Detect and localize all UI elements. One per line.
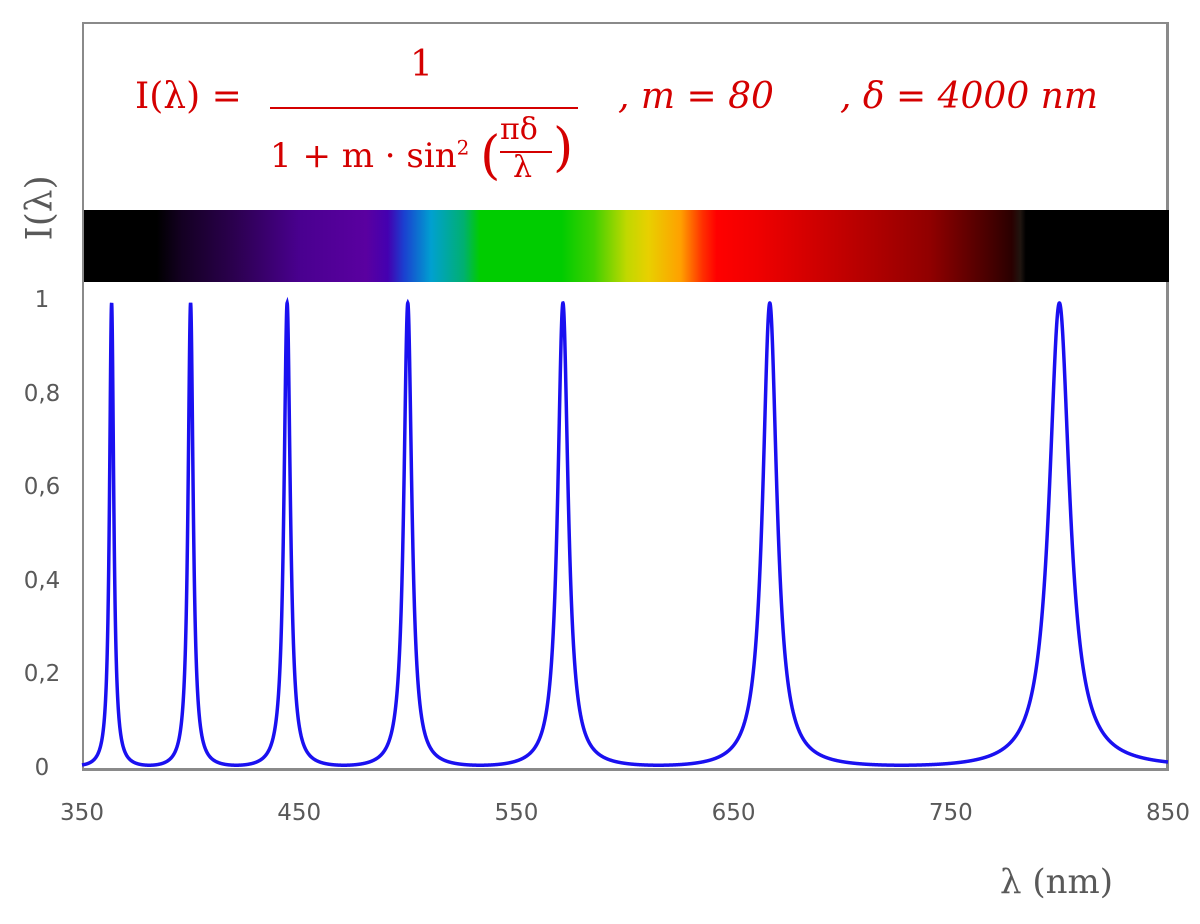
y-tick-label: 0,4 <box>23 567 61 594</box>
formula-param-delta: , δ = 4000 nm <box>840 76 1098 117</box>
x-tick-label: 850 <box>1146 800 1190 826</box>
formula-exponent: 2 <box>456 135 470 160</box>
y-tick-label: 0,2 <box>23 661 61 688</box>
x-tick-label: 350 <box>60 800 104 826</box>
formula-inner-denominator: λ <box>513 150 533 185</box>
x-tick-label: 450 <box>277 800 322 826</box>
formula-inner-bar <box>500 151 552 153</box>
x-tick-label: 750 <box>928 800 973 826</box>
formula-denominator: 1 + m · sin2 ( <box>270 126 500 186</box>
visible-spectrum-band <box>84 210 1169 282</box>
x-axis-label: λ (nm) <box>1000 862 1114 902</box>
y-tick-label: 1 <box>34 287 50 313</box>
formula-fraction-bar <box>270 107 578 109</box>
formula-numerator: 1 <box>410 44 433 85</box>
formula-denominator-prefix: 1 + m · sin <box>270 136 457 176</box>
formula-paren-open: ( <box>480 126 501 186</box>
x-tick-label: 650 <box>711 800 756 826</box>
x-tick-label: 550 <box>494 800 539 826</box>
y-tick-label: 0 <box>34 755 50 781</box>
plot-frame <box>82 22 1169 771</box>
intensity-curve <box>81 296 1169 767</box>
formula-paren-close: ) <box>553 118 574 178</box>
y-tick-label: 0,6 <box>23 474 61 501</box>
formula-inner-numerator: πδ <box>500 112 538 147</box>
formula-param-m: , m = 80 <box>618 76 774 117</box>
y-tick-label: 0,8 <box>23 380 61 407</box>
formula-lhs: I(λ) = <box>135 76 242 117</box>
